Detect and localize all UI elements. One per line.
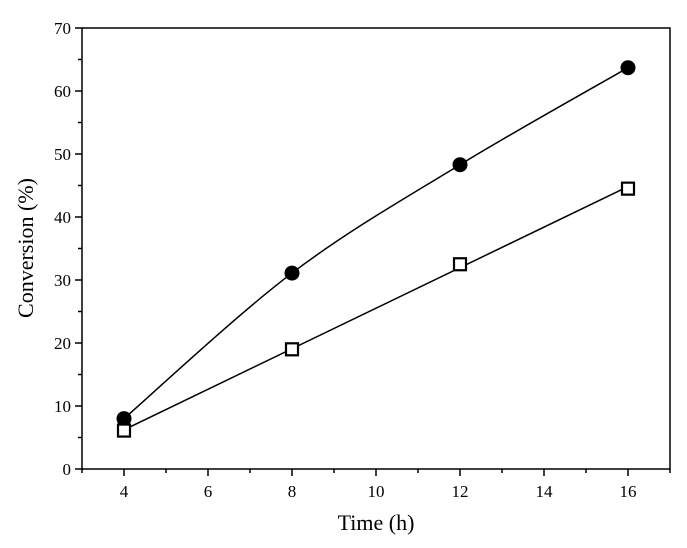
y-tick-label: 40 (54, 208, 71, 227)
data-point-square (284, 342, 300, 357)
y-tick-label: 10 (54, 397, 71, 416)
x-tick-label: 8 (288, 482, 297, 501)
data-point-square (620, 181, 636, 196)
y-tick-label: 20 (54, 334, 71, 353)
y-tick-label: 0 (63, 460, 72, 479)
data-point-circle (620, 60, 636, 76)
y-tick-label: 70 (54, 19, 71, 38)
x-axis-label: Time (h) (338, 510, 415, 535)
y-tick-label: 50 (54, 145, 71, 164)
data-point-square (116, 423, 132, 438)
x-tick-label: 6 (204, 482, 213, 501)
x-tick-label: 12 (452, 482, 469, 501)
fit-line-1 (123, 185, 629, 431)
data-point-square (452, 257, 468, 272)
y-tick-label: 30 (54, 271, 71, 290)
data-point-circle (116, 411, 132, 427)
x-tick-label: 4 (120, 482, 129, 501)
data-point-circle (284, 265, 300, 281)
y-axis-label: Conversion (%) (13, 178, 38, 318)
fit-line-0 (123, 67, 629, 420)
y-tick-label: 60 (54, 82, 71, 101)
data-point-circle (452, 157, 468, 173)
x-tick-label: 14 (536, 482, 554, 501)
x-tick-label: 16 (620, 482, 637, 501)
x-tick-label: 10 (368, 482, 385, 501)
